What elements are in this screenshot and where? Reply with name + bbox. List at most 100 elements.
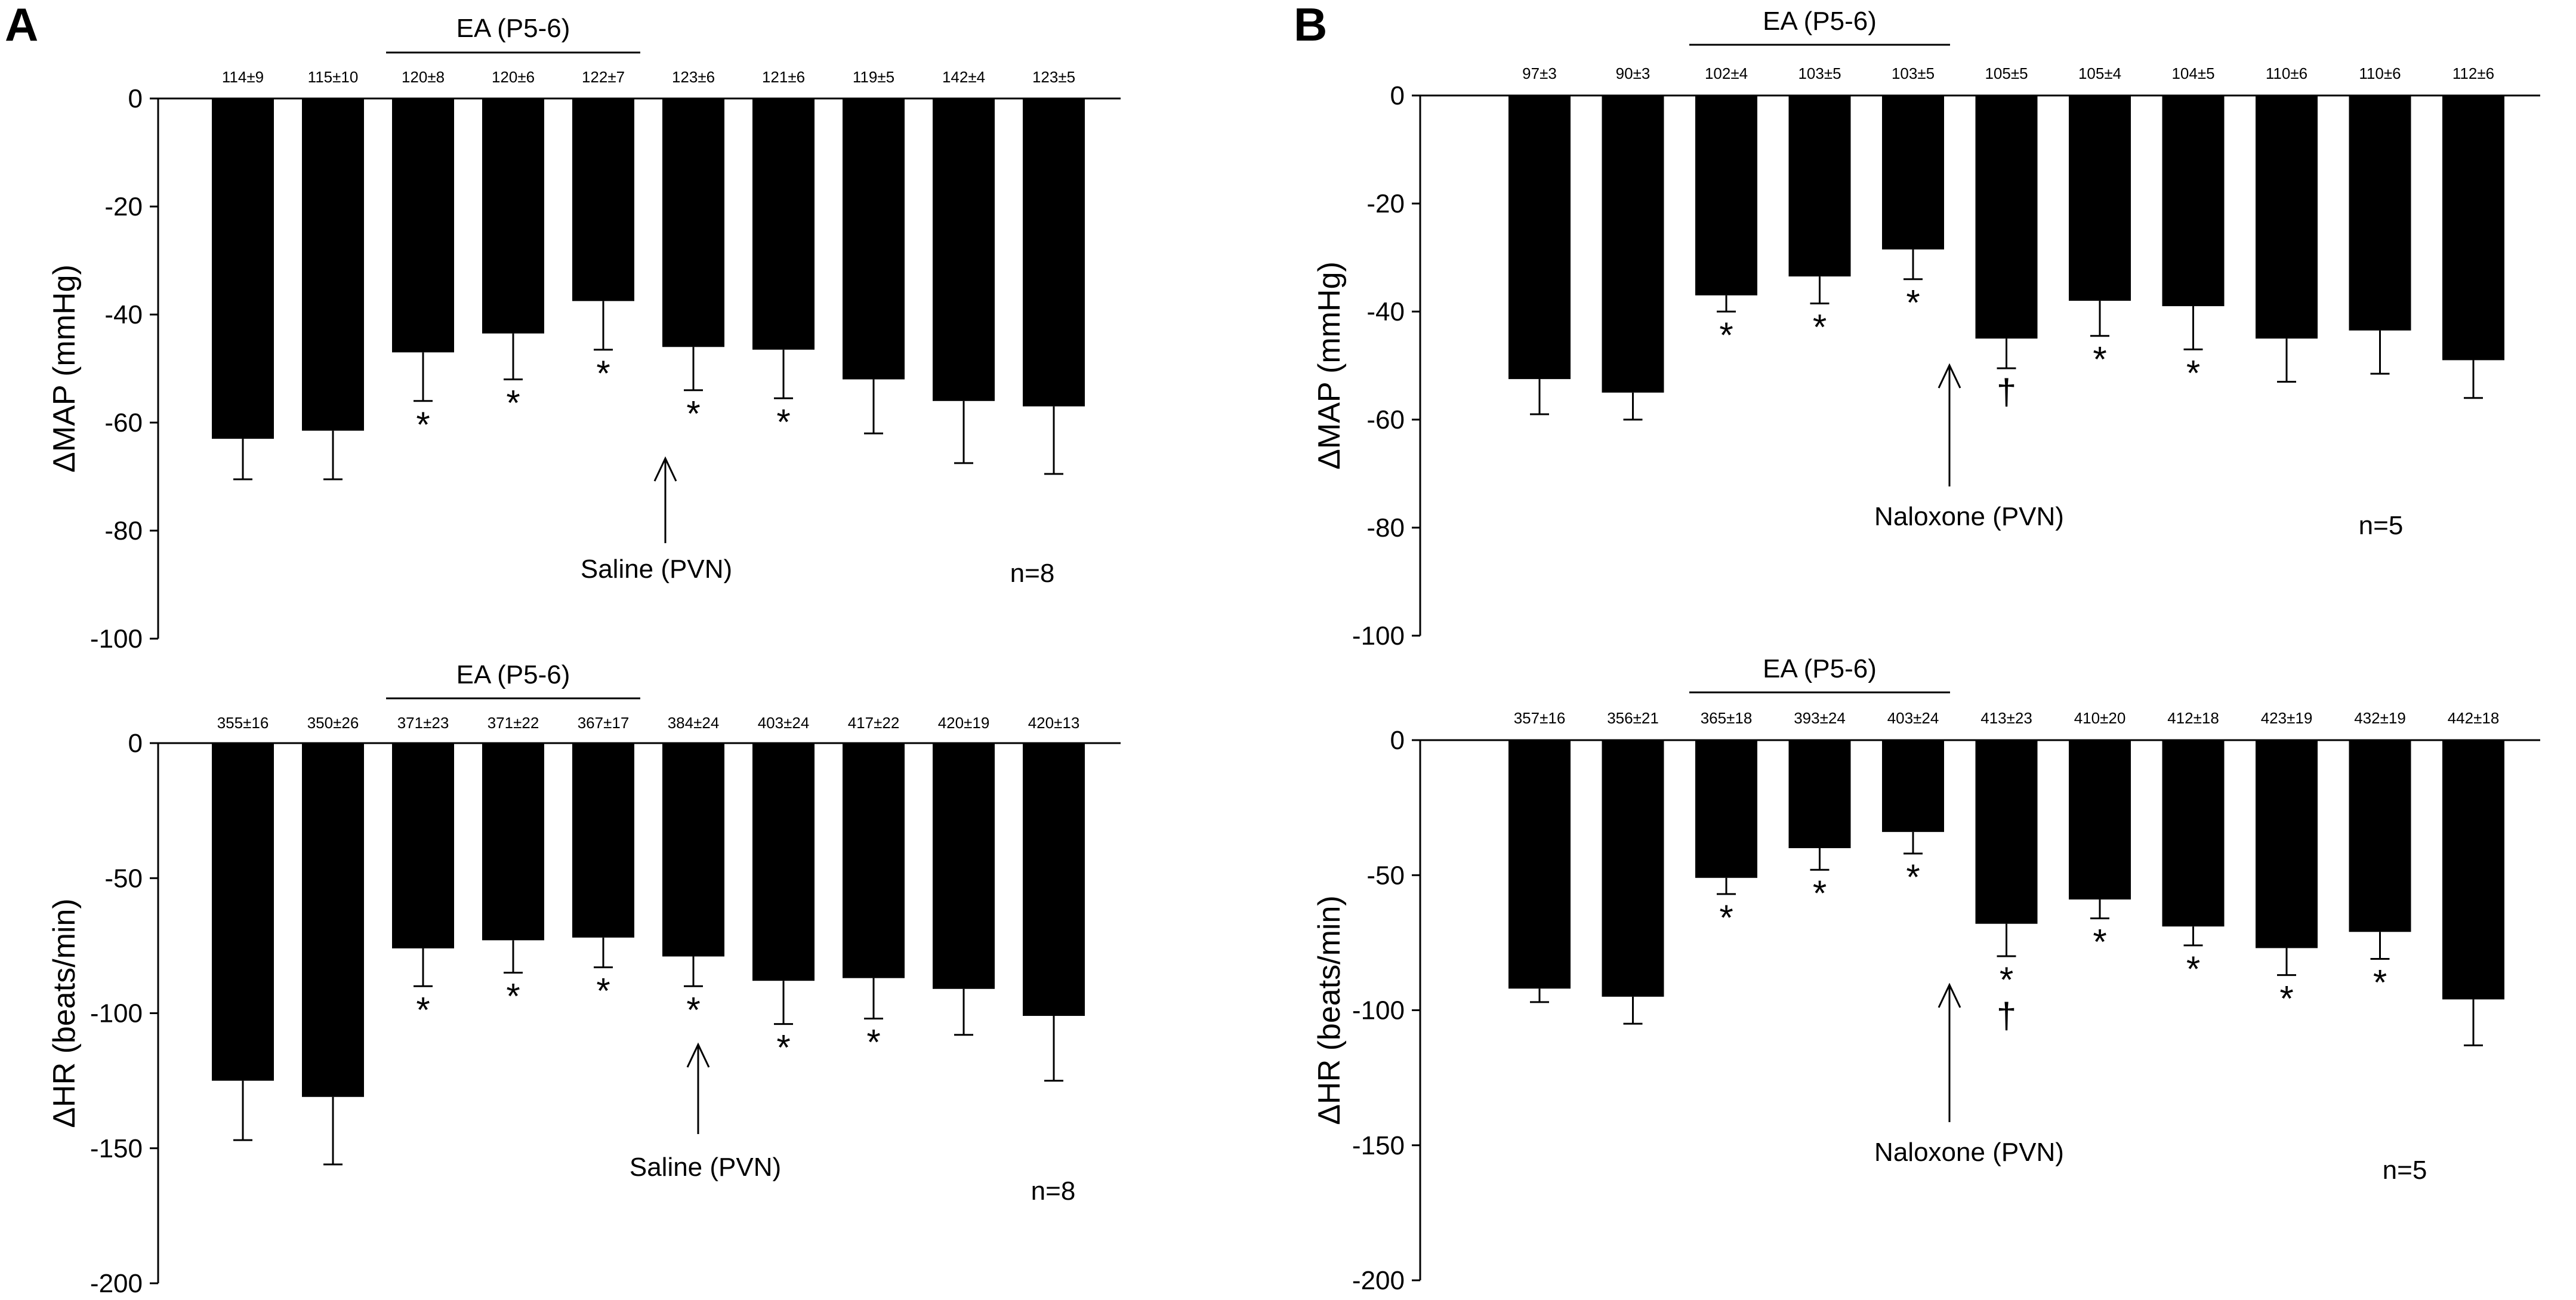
significance-marker: * <box>416 405 430 445</box>
baseline-label: 403±24 <box>758 714 810 732</box>
baseline-label: 103±5 <box>1798 64 1841 82</box>
dagger-marker: † <box>1997 372 2016 412</box>
baseline-label: 90±3 <box>1616 64 1651 82</box>
bar <box>752 98 815 350</box>
chart-b-bottom: 0 -50 -100 -150 -200 ΔHR (beats/min) EA (P5-6)… <box>1312 654 2540 1295</box>
bar <box>1602 740 1664 997</box>
arrow-head <box>686 1042 710 1068</box>
baseline-label: 403±24 <box>1887 709 1939 727</box>
significance-marker: * <box>866 1022 880 1062</box>
y-tick-label: -60 <box>104 408 143 438</box>
bar <box>2349 96 2411 331</box>
significance-marker: * <box>1906 857 1920 897</box>
bar <box>1695 740 1757 878</box>
y-tick-label: 0 <box>1390 726 1405 755</box>
bar <box>392 98 454 353</box>
baseline-label: 412±18 <box>2167 709 2219 727</box>
bar <box>302 743 364 1097</box>
chart-b-top: 0 -20 -40 -60 -80 -100 ΔMAP (mmHg) EA (P5-6) 97±… <box>1312 7 2540 651</box>
baseline-label: 393±24 <box>1794 709 1846 727</box>
baseline-label: 423±19 <box>2261 709 2313 727</box>
baseline-label: 367±17 <box>578 714 630 732</box>
arrow-head <box>1938 982 1961 1008</box>
y-tick-label: -100 <box>90 624 143 654</box>
bar <box>2162 96 2225 306</box>
baseline-label: 355±16 <box>217 714 269 732</box>
significance-marker: * <box>596 971 610 1011</box>
y-tick-label: -40 <box>1366 297 1405 326</box>
bar <box>2442 740 2504 1000</box>
significance-marker: * <box>416 990 430 1030</box>
arrow-head <box>653 456 677 482</box>
significance-marker: * <box>2093 340 2106 380</box>
baseline-label: 121±6 <box>762 68 805 86</box>
bar <box>2442 96 2504 361</box>
bar <box>2069 740 2131 899</box>
bar <box>1882 96 1944 249</box>
y-tick-label: -100 <box>1352 621 1405 651</box>
y-tick-label: -20 <box>1366 189 1405 218</box>
baseline-label: 115±10 <box>308 68 359 86</box>
baseline-label: 110±6 <box>2359 64 2401 82</box>
bar <box>482 98 544 334</box>
y-tick-label: -150 <box>90 1134 143 1163</box>
y-tick-label: -150 <box>1352 1131 1405 1160</box>
y-tick-label: 0 <box>128 729 143 758</box>
bar <box>2349 740 2411 932</box>
y-tick-label: -40 <box>104 300 143 329</box>
arrow-label: Saline (PVN) <box>581 554 732 584</box>
bar <box>2256 740 2318 948</box>
bar <box>1975 96 2038 339</box>
baseline-label: 442±18 <box>2448 709 2500 727</box>
baseline-label: 104±5 <box>2171 64 2214 82</box>
significance-marker: * <box>1719 898 1733 938</box>
bar <box>212 98 274 439</box>
significance-marker: * <box>776 1028 790 1068</box>
significance-marker: * <box>1813 307 1827 347</box>
ea-bracket-label: EA (P5-6) <box>456 14 570 43</box>
significance-marker: * <box>1906 283 1920 323</box>
significance-marker: * <box>2000 960 2013 1000</box>
y-tick-label: 0 <box>1390 81 1405 110</box>
bar <box>752 743 815 981</box>
bar <box>2069 96 2131 301</box>
baseline-label: 120±8 <box>402 68 445 86</box>
baseline-label: 102±4 <box>1705 64 1748 82</box>
baseline-label: 350±26 <box>307 714 359 732</box>
ea-bracket-label: EA (P5-6) <box>456 660 570 689</box>
y-tick-label: -100 <box>90 999 143 1028</box>
bar <box>1023 743 1085 1016</box>
y-tick-label: 0 <box>128 84 143 113</box>
y-tick-label: -60 <box>1366 405 1405 435</box>
y-axis-label: ΔHR (beats/min) <box>1312 895 1347 1125</box>
baseline-label: 142±4 <box>942 68 985 86</box>
baseline-label: 365±18 <box>1701 709 1753 727</box>
y-tick-label: -50 <box>104 864 143 893</box>
baseline-label: 120±6 <box>492 68 535 86</box>
baseline-label: 357±16 <box>1514 709 1566 727</box>
bar <box>662 98 724 347</box>
significance-marker: * <box>506 976 520 1016</box>
baseline-label: 114±9 <box>222 68 264 86</box>
baseline-label: 103±5 <box>1892 64 1935 82</box>
baseline-label: 420±19 <box>938 714 990 732</box>
ea-bracket-label: EA (P5-6) <box>1763 7 1877 36</box>
significance-marker: * <box>596 353 610 393</box>
bar <box>2162 740 2225 927</box>
bar <box>572 743 634 938</box>
baseline-label: 420±13 <box>1028 714 1080 732</box>
n-label: n=8 <box>1010 559 1055 588</box>
baseline-label: 356±21 <box>1607 709 1659 727</box>
significance-marker: * <box>2279 979 2293 1019</box>
n-label: n=5 <box>2359 511 2404 540</box>
charts-group: 0 -20 -40 -60 -80 -100 ΔMAP (mmHg) EA (P5-6) 114… <box>47 7 2540 1298</box>
y-tick-label: -200 <box>1352 1266 1405 1295</box>
y-axis-label: ΔHR (beats/min) <box>47 898 82 1128</box>
bar <box>302 98 364 431</box>
chart-a-bottom: 0 -50 -100 -150 -200 ΔHR (beats/min) EA (P5-6)… <box>47 660 1121 1298</box>
significance-marker: * <box>1813 873 1827 913</box>
baseline-label: 123±6 <box>672 68 715 86</box>
bar <box>572 98 634 301</box>
significance-marker: * <box>1719 315 1733 355</box>
